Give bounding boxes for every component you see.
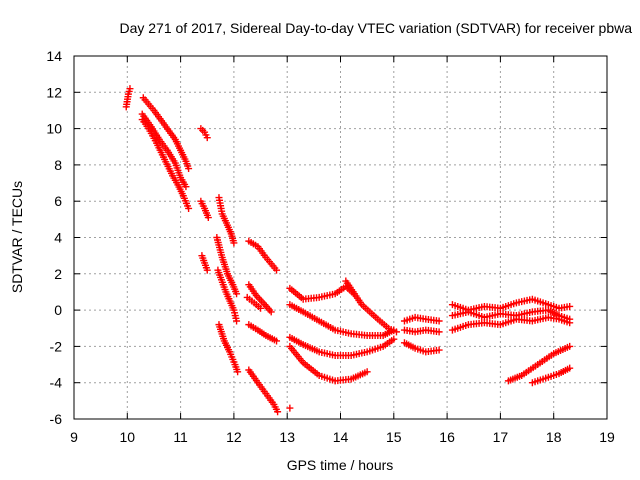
data-point (566, 319, 574, 327)
data-point (435, 317, 443, 325)
x-tick-label: 14 (333, 429, 349, 445)
y-tick-label: 14 (46, 48, 62, 64)
data-point (234, 368, 242, 376)
data-point (273, 266, 281, 274)
data-point (435, 346, 443, 354)
y-tick-label: 8 (54, 157, 62, 173)
x-tick-label: 13 (279, 429, 295, 445)
data-point (363, 368, 371, 376)
x-tick-label: 9 (70, 429, 78, 445)
x-tick-label: 16 (439, 429, 455, 445)
y-tick-label: -6 (50, 411, 63, 427)
data-point (392, 328, 400, 336)
data-point (185, 204, 193, 212)
data-point (233, 317, 241, 325)
data-point (230, 239, 238, 247)
data-point (182, 183, 190, 191)
data-point (435, 328, 443, 336)
data-point (233, 290, 241, 298)
axis-ticks (73, 55, 608, 420)
data-point (566, 302, 574, 310)
y-tick-label: 0 (54, 302, 62, 318)
x-tick-label: 10 (120, 429, 136, 445)
data-point (566, 364, 574, 372)
data-point (257, 304, 265, 312)
x-tick-label: 15 (386, 429, 402, 445)
x-tick-label: 19 (599, 429, 615, 445)
data-point (566, 342, 574, 350)
data-points (122, 85, 574, 416)
y-axis-title: SDTVAR / TECUs (9, 181, 25, 293)
y-axis-tick-labels: -6 -4 -2 0 2 4 6 8 10 12 14 (46, 48, 62, 427)
data-point (126, 85, 134, 93)
y-tick-label: 6 (54, 193, 62, 209)
data-point (185, 165, 193, 173)
data-point (203, 266, 211, 274)
x-tick-label: 17 (493, 429, 509, 445)
x-tick-label: 12 (226, 429, 242, 445)
y-tick-label: -4 (50, 375, 63, 391)
chart-title: Day 271 of 2017, Sidereal Day-to-day VTE… (119, 20, 632, 36)
data-point (390, 335, 398, 343)
data-point (267, 308, 275, 316)
y-tick-label: -2 (50, 338, 63, 354)
data-point (274, 408, 282, 416)
data-point (203, 134, 211, 142)
x-axis-tick-labels: 9 10 11 12 13 14 15 16 17 18 19 (70, 429, 615, 445)
x-axis-title: GPS time / hours (287, 457, 394, 473)
x-tick-label: 11 (173, 429, 188, 445)
data-point (204, 214, 212, 222)
y-tick-label: 4 (54, 230, 62, 246)
y-tick-label: 12 (46, 84, 62, 100)
y-tick-label: 10 (46, 121, 62, 137)
data-point (273, 337, 281, 345)
data-point (286, 404, 294, 412)
y-tick-label: 2 (54, 266, 62, 282)
x-tick-label: 18 (546, 429, 562, 445)
